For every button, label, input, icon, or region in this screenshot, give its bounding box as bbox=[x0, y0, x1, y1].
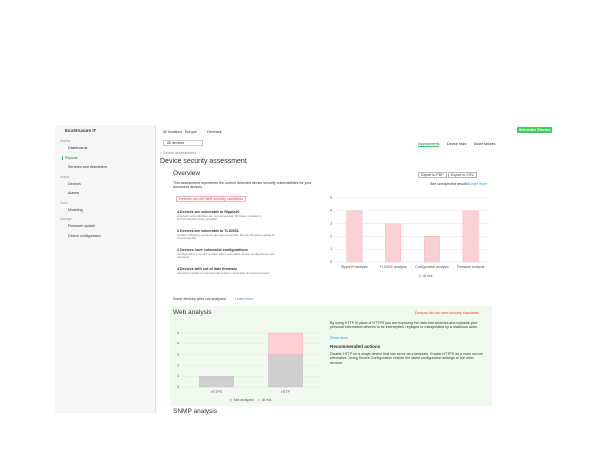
link[interactable]: Show more bbox=[330, 336, 349, 340]
legend-label: At risk bbox=[423, 274, 433, 278]
finding-title: 4 Devices are vulnerable to Ripple20 bbox=[177, 210, 240, 214]
sidebar-section: Monitor bbox=[60, 139, 71, 143]
legend-swatch bbox=[257, 398, 261, 402]
tab[interactable]: Asset failures bbox=[474, 142, 496, 146]
button[interactable]: Export to PDF bbox=[418, 172, 447, 179]
sidebar-section: Manage bbox=[60, 217, 72, 221]
sidebar-item[interactable]: Devices bbox=[68, 181, 81, 186]
brand: Schneider Electric bbox=[517, 127, 553, 134]
note: Some devices were not analysed. bbox=[173, 297, 227, 301]
sidebar-section: Assets bbox=[60, 174, 70, 179]
y-tick-label: 5 bbox=[177, 331, 179, 335]
x-tick-label: HTTP bbox=[281, 390, 291, 394]
logo: EcoStruxure IT bbox=[65, 128, 97, 133]
section-title: SNMP analysis bbox=[173, 408, 217, 415]
y-tick-label: 3 bbox=[177, 352, 179, 356]
sidebar-item[interactable]: Services and Warranties bbox=[68, 165, 108, 169]
link[interactable]: Learn more bbox=[469, 182, 488, 186]
finding-text: Update mitigation solutions are recommen… bbox=[177, 232, 275, 241]
sidebar bbox=[55, 125, 156, 413]
selector[interactable]: All devices bbox=[163, 140, 204, 147]
y-tick-label: 4 bbox=[330, 209, 332, 213]
legend-label: Not analyzed bbox=[234, 398, 254, 402]
page-title: Device security assessment bbox=[160, 158, 247, 165]
legend-label: At risk bbox=[262, 398, 272, 402]
text: See unexpected results? bbox=[430, 182, 470, 186]
y-tick-label: 5 bbox=[330, 196, 332, 200]
legend-swatch bbox=[418, 274, 422, 278]
y-tick-label: 1 bbox=[177, 374, 179, 378]
y-tick-label: 3 bbox=[330, 221, 332, 225]
back-link[interactable]: < Device assessments bbox=[160, 151, 197, 155]
tab[interactable]: Assessments bbox=[418, 142, 440, 148]
y-tick-label: 2 bbox=[330, 234, 332, 238]
finding-title: 4 Devices with out of date firmware bbox=[177, 267, 238, 271]
bar bbox=[268, 332, 303, 355]
x-tick-label: Configuration analysis bbox=[415, 265, 449, 269]
finding-title: 2 Devices have vulnerable configurations bbox=[177, 248, 248, 252]
sidebar-item[interactable]: Alarms bbox=[68, 191, 80, 195]
sidebar-item[interactable]: Firmware update bbox=[68, 224, 95, 228]
bar bbox=[199, 376, 234, 388]
finding-title: 3 Devices are vulnerable to TLS/SSL bbox=[177, 229, 240, 233]
finding-text: Configuration is recommended when vulner… bbox=[177, 251, 275, 260]
y-tick-label: 0 bbox=[330, 260, 332, 264]
sidebar-item[interactable]: Modeling bbox=[68, 207, 83, 212]
heading: Recommended actions bbox=[330, 344, 381, 349]
link[interactable]: Learn more bbox=[235, 297, 254, 301]
breadcrumb: All locations bbox=[163, 130, 183, 134]
breadcrumb: Denmark bbox=[207, 130, 222, 134]
button[interactable]: Export to CSV bbox=[448, 172, 477, 179]
text: Disable HTTP on a single device that can… bbox=[330, 352, 483, 365]
x-tick-label: Ripple20 analysis bbox=[341, 265, 368, 269]
web-panel bbox=[170, 306, 492, 406]
x-tick-label: HTTPS bbox=[211, 390, 223, 394]
legend-swatch bbox=[229, 398, 233, 402]
section-title: Overview bbox=[173, 170, 201, 177]
warning: Devices did not meet security standards bbox=[176, 196, 246, 203]
y-tick-label: 1 bbox=[330, 247, 332, 251]
bar bbox=[268, 354, 303, 388]
sidebar-item[interactable]: Device configuration bbox=[68, 233, 101, 238]
sidebar-item[interactable]: Reports bbox=[62, 155, 78, 160]
intro: This assessment represents the current d… bbox=[173, 181, 312, 190]
text: By using HTTP in place of HTTPS you are … bbox=[330, 321, 478, 330]
chart: 0 1 2 3 4 5 HTTPS HTTP Not analyzed At risk bbox=[177, 331, 320, 402]
sidebar-item[interactable]: Dashboards bbox=[68, 146, 88, 150]
sidebar-section: Tools bbox=[60, 200, 68, 205]
section-title: Web analysis bbox=[173, 309, 212, 316]
y-tick-label: 4 bbox=[177, 342, 179, 346]
finding-text: Firmware update is recommended when vuln… bbox=[177, 270, 270, 275]
bar bbox=[385, 223, 402, 263]
x-tick-label: Firmware analysis bbox=[457, 265, 485, 269]
x-tick-label: TLS/SSL analysis bbox=[380, 265, 407, 269]
breadcrumb: Europe bbox=[185, 130, 197, 134]
bar bbox=[462, 210, 479, 263]
bar bbox=[423, 236, 440, 263]
y-tick-label: 0 bbox=[177, 385, 179, 389]
y-tick-label: 2 bbox=[177, 363, 179, 367]
finding-text: Ripple20 vulnerabilities are recommended… bbox=[177, 213, 262, 222]
warning: Devices did not meet security standards bbox=[415, 311, 479, 315]
chart: 0 1 2 3 4 5 Ripple20 analysis TLS/SSL analysis C… bbox=[330, 196, 490, 278]
bar bbox=[346, 210, 363, 263]
tab[interactable]: Device risks bbox=[447, 142, 467, 146]
